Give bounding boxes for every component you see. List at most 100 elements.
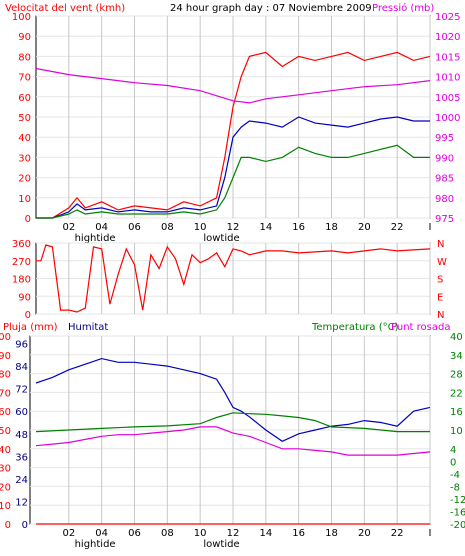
- hour-tick-label: 16: [292, 222, 305, 233]
- temperature-axis-label: Temperatura (°C): [311, 322, 399, 333]
- hour-tick-label: 08: [161, 222, 174, 233]
- compass-label: E: [437, 292, 443, 303]
- wind-y-tick: 60: [18, 93, 31, 104]
- climate-series-line: [35, 426, 431, 456]
- wind-y-tick: 20: [18, 174, 31, 185]
- hour-tick-label: 10: [194, 528, 207, 539]
- hour-tick-label: I: [429, 222, 432, 233]
- rain-y-tick: 30: [0, 464, 11, 475]
- compass-label: W: [437, 257, 447, 268]
- tide-label: lowtide: [203, 539, 239, 550]
- series-line-ff0000: [36, 51, 431, 219]
- tide-label: lowtide: [203, 233, 239, 244]
- rain-y-tick: 60: [0, 407, 11, 418]
- temperature-y-tick: -4: [450, 470, 460, 481]
- hour-tick-label: 14: [259, 528, 272, 539]
- pressure-y-tick: 990: [435, 153, 454, 164]
- wind-y-tick: 50: [18, 113, 31, 124]
- hour-tick-label: 02: [62, 222, 75, 233]
- pressure-y-tick: 1000: [435, 113, 460, 124]
- wind-y-tick: 70: [18, 73, 31, 84]
- direction-y-tick: 180: [12, 275, 31, 286]
- temperature-y-tick: -12: [450, 495, 465, 506]
- pressure-y-tick: 1010: [435, 73, 460, 84]
- hour-tick-label: 04: [95, 222, 108, 233]
- humidity-y-tick: 60: [15, 407, 28, 418]
- compass-label: N: [437, 239, 444, 250]
- temperature-y-tick: 22: [450, 388, 463, 399]
- temperature-y-tick: -20: [450, 520, 465, 531]
- hour-tick-label: 14: [259, 222, 272, 233]
- series-line-e000e0: [35, 67, 431, 104]
- temperature-y-tick: 28: [450, 370, 463, 381]
- tide-label: hightide: [75, 233, 116, 244]
- tide-label: hightide: [75, 539, 116, 550]
- temperature-y-tick: 0: [450, 457, 456, 468]
- rain-y-tick: 90: [0, 351, 11, 362]
- temperature-y-tick: 40: [450, 332, 463, 343]
- rain-y-tick: 10: [0, 501, 11, 512]
- wind-y-tick: 100: [12, 12, 31, 23]
- wind-y-tick: 40: [18, 133, 31, 144]
- temperature-y-tick: 16: [450, 407, 463, 418]
- hour-tick-label: 06: [128, 528, 141, 539]
- hour-tick-label: 04: [95, 528, 108, 539]
- humidity-y-tick: 24: [15, 475, 28, 486]
- wind-y-tick: 30: [18, 153, 31, 164]
- wind-y-tick: 80: [18, 52, 31, 63]
- climate-series-line: [35, 412, 430, 433]
- hour-tick-label: 18: [325, 222, 338, 233]
- climate-series-line: [35, 357, 431, 442]
- temperature-y-tick: 4: [450, 445, 456, 456]
- rain-y-tick: 100: [0, 332, 11, 343]
- hour-tick-label: 16: [292, 528, 305, 539]
- rain-y-tick: 0: [5, 520, 11, 531]
- chart-title: 24 hour graph day : 07 Noviembre 2009: [170, 3, 372, 14]
- hour-tick-label: 08: [161, 528, 174, 539]
- hour-tick-label: 12: [227, 528, 240, 539]
- humidity-y-tick: 96: [15, 340, 28, 351]
- rain-y-tick: 20: [0, 482, 11, 493]
- hour-tick-label: 12: [227, 222, 240, 233]
- chart-marks: 0102030405060708090100975980985990995100…: [0, 12, 465, 550]
- wind-y-tick: 0: [25, 214, 31, 225]
- compass-label: S: [437, 275, 443, 286]
- hour-tick-label: 06: [128, 222, 141, 233]
- hour-tick-label: 02: [62, 528, 75, 539]
- humidity-y-tick: 36: [15, 452, 28, 463]
- pressure-y-tick: 980: [435, 194, 454, 205]
- wind-y-tick: 10: [18, 194, 31, 205]
- rain-y-tick: 50: [0, 426, 11, 437]
- direction-series-line: [36, 244, 431, 313]
- temperature-y-tick: -8: [450, 482, 460, 493]
- wind-axis-label: Velocitat del vent (kmh): [5, 3, 125, 14]
- hour-tick-label: I: [429, 528, 432, 539]
- pressure-axis-label: Pressió (mb): [372, 2, 434, 14]
- pressure-y-tick: 1020: [435, 32, 460, 43]
- rain-y-tick: 80: [0, 370, 11, 381]
- hour-tick-label: 20: [358, 222, 371, 233]
- humidity-y-tick: 48: [15, 430, 28, 441]
- humidity-y-tick: 84: [15, 362, 28, 373]
- wind-y-tick: 90: [18, 32, 31, 43]
- pressure-y-tick: 995: [435, 133, 454, 144]
- temperature-y-tick: 34: [450, 351, 463, 362]
- pressure-y-tick: 985: [435, 174, 454, 185]
- pressure-y-tick: 1015: [435, 52, 460, 63]
- hour-tick-label: 22: [391, 222, 404, 233]
- compass-label: N: [437, 310, 444, 321]
- direction-y-tick: 90: [18, 292, 31, 303]
- series-line-0000c0: [36, 116, 430, 219]
- direction-y-tick: 0: [25, 310, 31, 321]
- series-line-008000: [36, 144, 430, 219]
- humidity-axis-label: Humitat: [68, 322, 108, 333]
- temperature-y-tick: -16: [450, 507, 465, 518]
- hour-tick-label: 20: [358, 528, 371, 539]
- temperature-y-tick: 10: [450, 426, 463, 437]
- dewpoint-axis-label: Punt rosada: [391, 322, 450, 333]
- pressure-y-tick: 1005: [435, 93, 460, 104]
- pressure-y-tick: 975: [435, 214, 454, 225]
- rain-y-tick: 40: [0, 445, 11, 456]
